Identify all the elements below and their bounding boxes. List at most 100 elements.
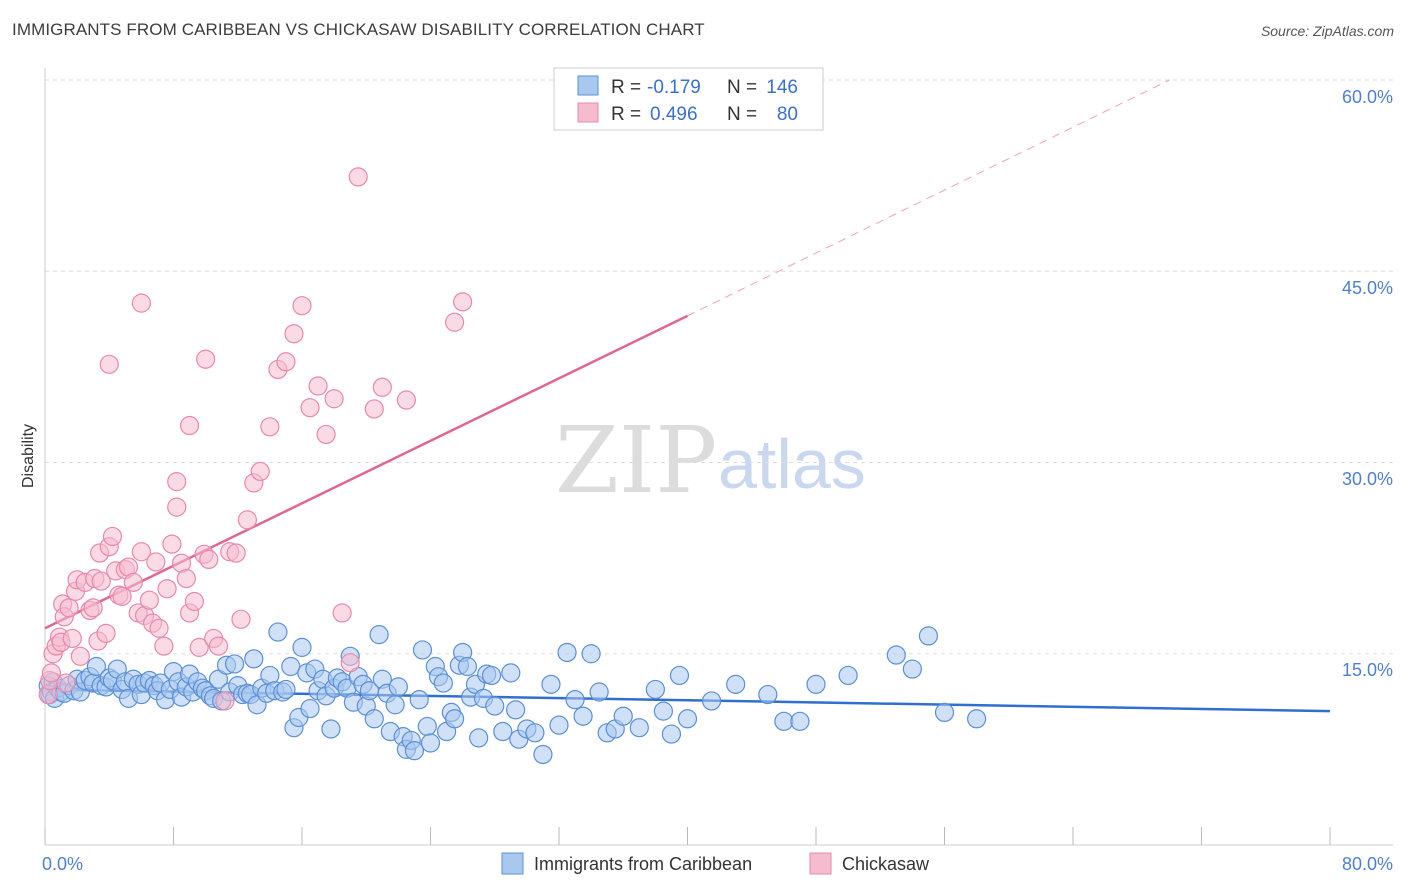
point-chickasaw-45 <box>184 591 204 612</box>
point-chickasaw-51 <box>215 691 235 711</box>
point-chickasaw-62 <box>292 296 312 316</box>
point-caribbean-131 <box>613 706 633 726</box>
point-chickasaw-74 <box>196 349 216 369</box>
point-caribbean-113 <box>481 665 502 686</box>
point-chickasaw-73 <box>167 472 187 492</box>
point-chickasaw-37 <box>149 618 169 638</box>
gridlines <box>45 79 1393 655</box>
point-caribbean-132 <box>629 718 649 738</box>
point-caribbean-141 <box>774 711 794 731</box>
point-caribbean-115 <box>493 721 513 742</box>
y-tick-label-30: 30.0% <box>1342 469 1393 489</box>
legend-r-value-1: -0.179 <box>647 77 701 98</box>
point-caribbean-122 <box>541 674 561 694</box>
point-chickasaw-79 <box>453 292 473 312</box>
point-caribbean-136 <box>669 665 690 686</box>
point-caribbean-85 <box>369 625 389 645</box>
point-caribbean-114 <box>485 696 505 716</box>
legend-n-label-1: N = <box>727 77 757 98</box>
point-chickasaw-68 <box>340 653 360 673</box>
point-chickasaw-76 <box>372 377 392 397</box>
point-chickasaw-72 <box>179 415 200 436</box>
point-caribbean-120 <box>525 723 545 743</box>
y-tick-label-60: 60.0% <box>1342 87 1393 107</box>
point-caribbean-96 <box>412 640 433 660</box>
point-chickasaw-69 <box>348 167 368 187</box>
point-chickasaw-46 <box>189 637 209 657</box>
y-tick-label-45: 45.0% <box>1342 278 1393 298</box>
watermark-zip: ZIP <box>555 407 717 514</box>
point-chickasaw-71 <box>99 354 119 374</box>
legend-swatch-pink <box>577 102 599 123</box>
point-caribbean-126 <box>573 706 593 726</box>
point-chickasaw-40 <box>162 534 182 554</box>
point-chickasaw-21 <box>91 571 111 591</box>
point-chickasaw-66 <box>324 389 344 409</box>
point-caribbean-101 <box>433 673 453 693</box>
point-caribbean-148 <box>934 702 955 723</box>
point-caribbean-98 <box>420 733 441 753</box>
point-chickasaw-65 <box>316 424 336 445</box>
correlation-legend: R = -0.179 N = 146 R = 0.496 N = 80 <box>553 67 824 131</box>
bottom-legend-swatch-blue <box>501 852 524 875</box>
point-chickasaw-34 <box>139 590 160 610</box>
point-caribbean-89 <box>385 695 405 715</box>
trend-line-chickasaw-extension <box>687 79 1170 317</box>
point-chickasaw-64 <box>308 376 328 396</box>
point-caribbean-137 <box>677 709 698 729</box>
series-legend: Immigrants from Caribbean Chickasaw <box>501 852 930 875</box>
point-caribbean-145 <box>886 645 906 665</box>
point-caribbean-15 <box>86 656 107 677</box>
point-caribbean-147 <box>918 626 939 646</box>
legend-n-value-2: 80 <box>777 104 798 125</box>
point-chickasaw-39 <box>157 579 177 599</box>
point-caribbean-121 <box>533 744 553 765</box>
point-chickasaw-67 <box>332 603 352 623</box>
point-caribbean-149 <box>967 709 987 729</box>
point-caribbean-144 <box>838 665 858 686</box>
point-chickasaw-43 <box>176 568 196 589</box>
point-caribbean-54 <box>244 649 264 669</box>
legend-n-label-2: N = <box>727 104 757 125</box>
source-credit: Source: ZipAtlas.com <box>1260 23 1394 39</box>
point-caribbean-68 <box>300 698 320 719</box>
point-caribbean-62 <box>276 679 296 700</box>
point-chickasaw-50 <box>208 636 229 656</box>
point-chickasaw-78 <box>444 312 465 332</box>
point-caribbean-139 <box>726 674 746 694</box>
point-caribbean-134 <box>653 701 674 721</box>
point-caribbean-104 <box>444 709 465 729</box>
point-chickasaw-32 <box>131 542 151 562</box>
chart-title: IMMIGRANTS FROM CARIBBEAN VS CHICKASAW D… <box>12 20 705 39</box>
point-caribbean-117 <box>506 700 526 720</box>
point-caribbean-128 <box>589 682 609 702</box>
point-caribbean-142 <box>790 711 810 731</box>
x-tick-label-max: 80.0% <box>1342 854 1393 874</box>
bottom-legend-label-chickasaw: Chickasaw <box>842 854 930 874</box>
point-chickasaw-53 <box>226 543 246 563</box>
point-chickasaw-57 <box>250 461 270 482</box>
y-tick-label-15: 15.0% <box>1342 660 1393 680</box>
point-caribbean-123 <box>549 715 569 735</box>
point-caribbean-125 <box>565 690 585 710</box>
point-chickasaw-9 <box>56 673 76 693</box>
point-chickasaw-77 <box>396 390 417 410</box>
point-chickasaw-54 <box>231 609 251 629</box>
legend-r-label-1: R = <box>611 77 641 98</box>
point-chickasaw-55 <box>237 510 257 530</box>
point-chickasaw-61 <box>284 324 304 344</box>
point-caribbean-95 <box>409 690 429 710</box>
point-caribbean-97 <box>417 716 437 737</box>
trend-line-chickasaw <box>44 314 689 630</box>
legend-r-label-2: R = <box>611 104 641 125</box>
point-caribbean-49 <box>224 654 245 674</box>
point-caribbean-63 <box>281 656 301 677</box>
point-chickasaw-63 <box>300 398 320 418</box>
point-caribbean-146 <box>902 659 922 679</box>
legend-box <box>553 67 824 131</box>
axes <box>44 68 1393 846</box>
point-chickasaw-11 <box>62 628 82 649</box>
point-chickasaw-75 <box>364 399 384 419</box>
point-caribbean-84 <box>364 709 384 729</box>
point-chickasaw-30 <box>123 572 143 592</box>
